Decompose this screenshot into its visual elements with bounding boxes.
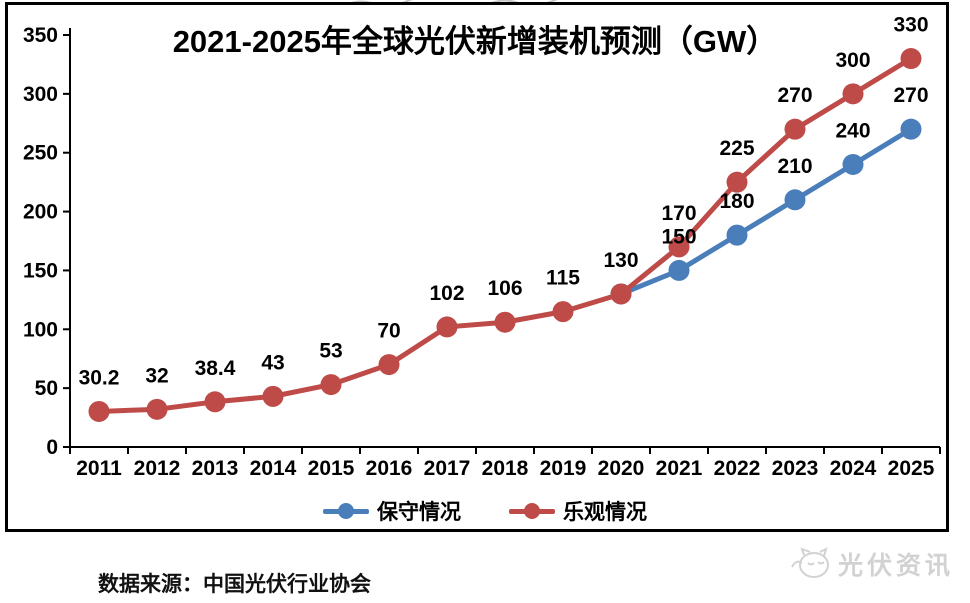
legend-marker-conservative-icon	[323, 500, 369, 522]
data-source-text: 数据来源：中国光伏行业协会	[98, 573, 371, 596]
y-tick-label: 50	[35, 377, 58, 400]
legend-item-optimistic: 乐观情况	[509, 496, 647, 526]
data-point-marker-1	[204, 391, 226, 413]
data-point-label-1: 106	[487, 277, 522, 300]
data-point-marker-1	[726, 171, 748, 193]
legend-label-conservative: 保守情况	[377, 501, 461, 524]
data-point-label-1: 115	[546, 267, 580, 290]
x-tick-label: 2020	[598, 457, 645, 480]
x-tick-label: 2011	[76, 457, 122, 480]
x-tick-label: 2024	[830, 457, 877, 480]
data-point-label-1: 225	[719, 137, 754, 160]
data-point-label-1: 32	[145, 364, 168, 387]
data-point-marker-0	[900, 118, 922, 140]
y-tick-label: 100	[23, 318, 58, 341]
data-point-marker-1	[494, 311, 516, 333]
data-point-label-0: 270	[893, 84, 928, 107]
legend: 保守情况 乐观情况	[0, 496, 970, 526]
data-point-marker-1	[900, 48, 922, 70]
data-point-marker-1	[262, 385, 284, 407]
data-point-marker-1	[320, 374, 342, 396]
y-tick-label: 350	[23, 24, 58, 47]
data-point-label-1: 130	[603, 249, 638, 272]
x-tick-label: 2021	[656, 457, 703, 480]
data-point-label-1: 43	[261, 351, 284, 374]
data-point-marker-1	[436, 316, 458, 338]
watermark-logo-icon	[791, 547, 829, 578]
data-point-label-1: 170	[661, 202, 696, 225]
data-point-marker-1	[88, 400, 110, 422]
x-tick-label: 2025	[888, 457, 935, 480]
data-point-marker-0	[726, 224, 748, 246]
x-tick-label: 2014	[250, 457, 297, 480]
watermark-text: 光伏资讯	[837, 552, 954, 580]
data-point-marker-1	[784, 118, 806, 140]
data-point-marker-1	[146, 398, 168, 420]
data-point-label-0: 240	[835, 119, 870, 142]
x-tick-label: 2013	[192, 457, 239, 480]
data-point-label-1: 102	[429, 282, 464, 305]
data-point-marker-1	[668, 236, 690, 258]
data-point-marker-1	[610, 283, 632, 305]
data-point-label-1: 330	[893, 14, 928, 37]
x-tick-label: 2016	[366, 457, 413, 480]
data-point-label-1: 300	[835, 49, 870, 72]
data-point-label-1: 270	[777, 84, 812, 107]
data-point-marker-0	[784, 189, 806, 211]
y-tick-label: 300	[23, 83, 58, 106]
x-tick-label: 2017	[424, 457, 471, 480]
y-tick-label: 150	[23, 259, 58, 282]
legend-label-optimistic: 乐观情况	[563, 501, 647, 524]
data-point-marker-1	[842, 83, 864, 105]
y-tick-label: 250	[23, 142, 58, 165]
watermark: 光伏资讯	[790, 546, 954, 582]
x-tick-label: 2018	[482, 457, 529, 480]
data-point-marker-1	[552, 301, 574, 323]
x-tick-label: 2022	[714, 457, 761, 480]
data-point-label-1: 30.2	[79, 366, 120, 389]
data-point-label-0: 210	[777, 155, 812, 178]
x-tick-label: 2012	[134, 457, 181, 480]
x-tick-label: 2015	[308, 457, 355, 480]
y-tick-label: 200	[23, 201, 58, 224]
data-point-label-1: 53	[319, 340, 342, 363]
data-point-label-1: 38.4	[195, 357, 236, 380]
data-point-label-1: 70	[377, 320, 400, 343]
data-point-marker-0	[842, 153, 864, 175]
data-point-label-0: 150	[661, 225, 696, 248]
chart-frame	[5, 2, 949, 532]
x-tick-label: 2023	[772, 457, 819, 480]
legend-item-conservative: 保守情况	[323, 496, 461, 526]
y-tick-label: 0	[46, 436, 58, 459]
data-point-marker-1	[378, 354, 400, 376]
x-tick-label: 2019	[540, 457, 587, 480]
data-point-marker-0	[668, 259, 690, 281]
chart-title: 2021-2025年全球光伏新增装机预测（GW）	[172, 24, 778, 59]
data-point-label-0: 180	[719, 190, 754, 213]
legend-marker-optimistic-icon	[509, 500, 555, 522]
